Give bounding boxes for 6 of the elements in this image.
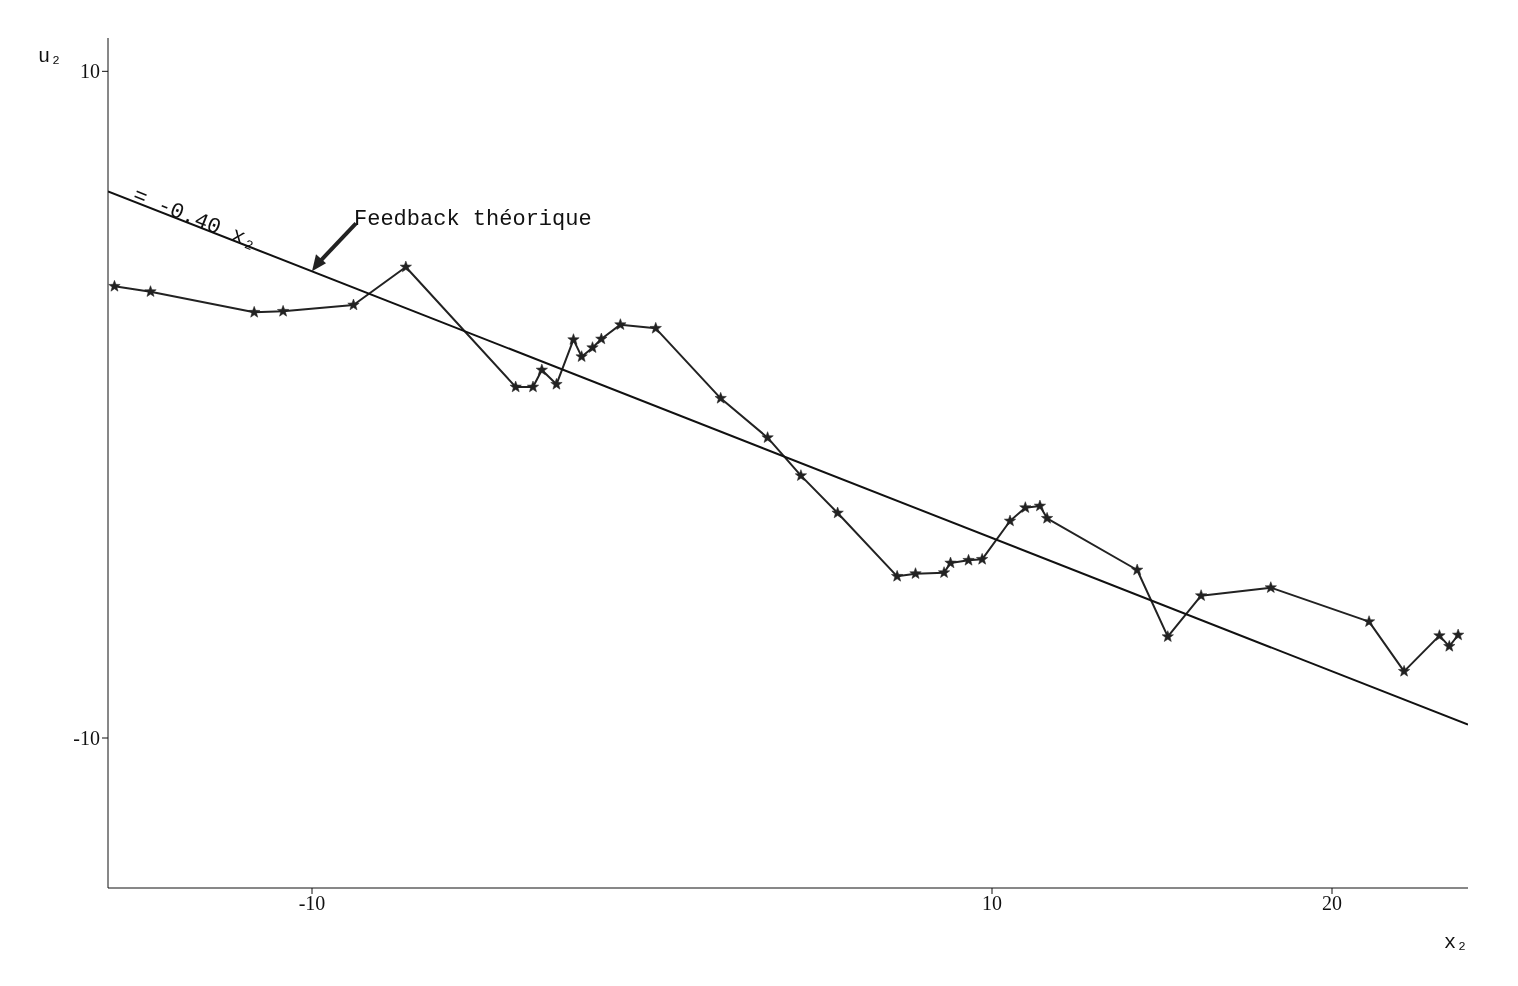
x-tick-label: 20 xyxy=(1322,892,1342,915)
x-axis-title: x₂ xyxy=(1443,931,1468,954)
x-tick-label: -10 xyxy=(298,892,326,915)
y-axis-title: u₂ xyxy=(38,45,63,69)
annotation: Feedback théorique xyxy=(354,207,592,233)
x-tick-label: 10 xyxy=(982,892,1002,915)
